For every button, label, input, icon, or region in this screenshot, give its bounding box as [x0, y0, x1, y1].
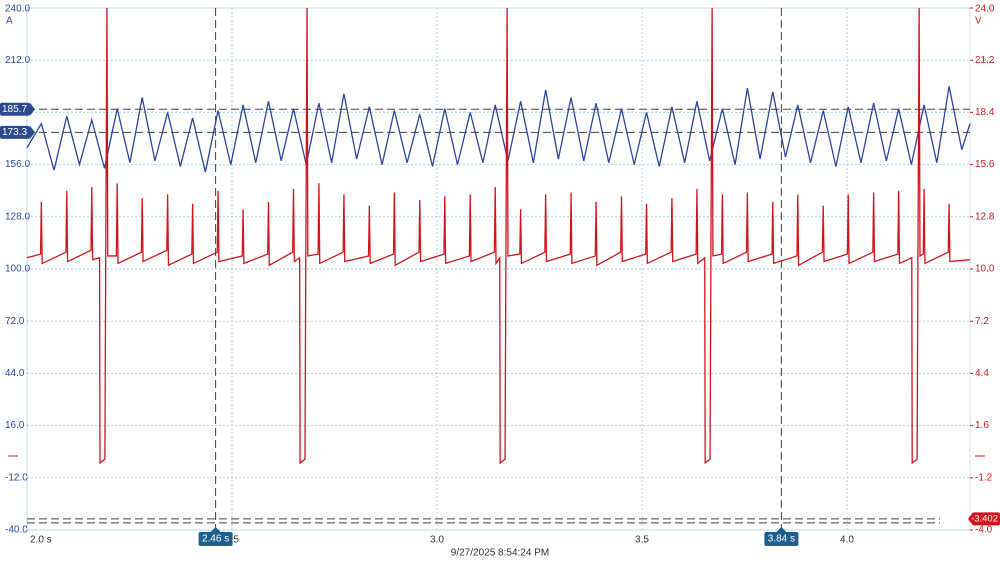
y2-tick-label: 10.0 — [975, 264, 995, 275]
y2-tick-label: 1.6 — [975, 420, 989, 431]
h-cursor-label: 185.7 — [2, 104, 27, 115]
y-tick-label: 128.0 — [5, 211, 30, 222]
h-cursor-tag — [0, 125, 30, 139]
y-tick-label: 156.0 — [5, 159, 30, 170]
series-line — [26, 7, 971, 465]
h-cursor-arrow — [30, 102, 35, 116]
y-tick-label: -12.0 — [5, 472, 28, 483]
y-tick-label: 72.0 — [5, 316, 25, 327]
v-cursor-arrow — [210, 527, 221, 532]
v-cursor-label: 3.84 s — [768, 534, 795, 545]
h-cursor-label: 173.3 — [2, 127, 27, 138]
timestamp: 9/27/2025 8:54:24 PM — [451, 548, 549, 559]
v-cursor-arrow — [776, 527, 787, 532]
y-tick-label: -40.0 — [5, 525, 28, 536]
v-cursor-label: 2.46 s — [202, 534, 229, 545]
level-label: -3.402 — [971, 513, 998, 524]
level-tag — [972, 512, 1000, 526]
h-cursor-arrow — [30, 125, 35, 139]
y-unit: A — [6, 16, 13, 27]
x-tick-label: 3.5 — [635, 535, 649, 546]
y-tick-label: 16.0 — [5, 420, 25, 431]
h-cursor-tag — [0, 102, 30, 116]
x-tick-label: 4.0 — [840, 535, 854, 546]
y-tick-label: 44.0 — [5, 368, 25, 379]
y2-tick-label: -4.0 — [975, 525, 993, 536]
x-tick-label: 2.0 s — [30, 535, 52, 546]
v-cursor-tag — [198, 532, 233, 546]
y-tick-label: 212.0 — [5, 55, 30, 66]
series-line — [26, 86, 971, 173]
y-tick-label: 100.0 — [5, 264, 30, 275]
y-tick-label: 240.0 — [5, 4, 30, 15]
y2-tick-label: 12.8 — [975, 211, 995, 222]
y2-tick-label: 15.6 — [975, 159, 995, 170]
y2-unit: V — [975, 16, 982, 27]
y2-tick-label: -1.2 — [975, 472, 993, 483]
y2-tick-label: 7.2 — [975, 316, 989, 327]
v-cursor-tag — [764, 532, 799, 546]
y2-tick-label: 21.2 — [975, 55, 995, 66]
y2-tick-label: 24.0 — [975, 4, 995, 15]
level-arrow — [968, 512, 973, 526]
x-tick-label: 3.0 — [430, 535, 444, 546]
y2-tick-label: 4.4 — [975, 368, 989, 379]
y2-tick-label: 18.4 — [975, 107, 995, 118]
